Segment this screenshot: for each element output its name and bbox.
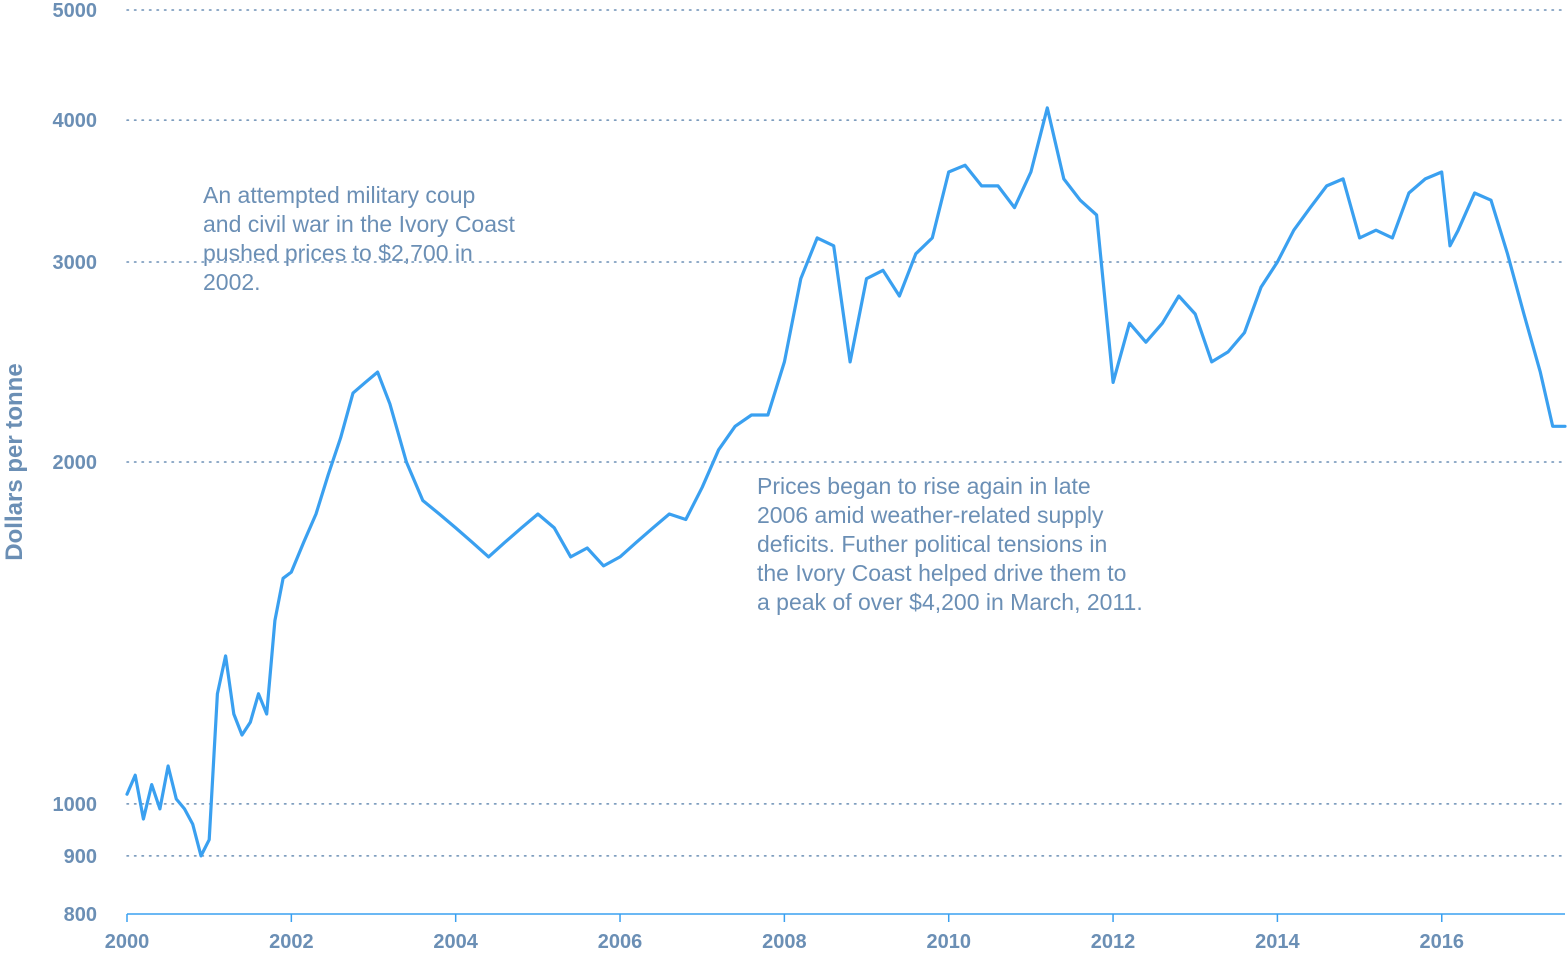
x-tick-label-2016: 2016 (1419, 931, 1464, 953)
series-line-0 (125, 106, 1567, 858)
x-tick-label-2012: 2012 (1091, 931, 1136, 953)
price-series (125, 106, 1567, 858)
x-tick-label-2004: 2004 (433, 931, 478, 953)
x-tick-label-2000: 2000 (105, 931, 150, 953)
y-axis-ticks: 800 900 1000 2000 3000 4000 5000 (53, 0, 98, 926)
x-tick-label-2008: 2008 (762, 931, 807, 953)
y-axis-label: Dollars per tonne (1, 363, 28, 560)
x-tick-label-2014: 2014 (1255, 931, 1300, 953)
annotation-2006: Prices began to rise again in late 2006 … (757, 473, 1143, 615)
gridlines (126, 9, 1566, 857)
y-tick-label-800: 800 (64, 904, 97, 926)
y-tick-label-5000: 5000 (53, 0, 98, 22)
x-tick-label-2010: 2010 (926, 931, 971, 953)
y-tick-label-1000: 1000 (53, 794, 98, 816)
y-tick-label-2000: 2000 (53, 452, 98, 474)
y-tick-label-900: 900 (64, 846, 97, 868)
y-tick-label-4000: 4000 (53, 110, 98, 132)
y-tick-label-3000: 3000 (53, 252, 98, 274)
x-tick-label-2002: 2002 (269, 931, 314, 953)
x-axis: 2000 2002 2004 2006 2008 2010 2012 2014 2016 (105, 913, 1565, 953)
annotation-2002: An attempted military coup and civil war… (203, 182, 515, 295)
x-tick-label-2006: 2006 (598, 931, 643, 953)
